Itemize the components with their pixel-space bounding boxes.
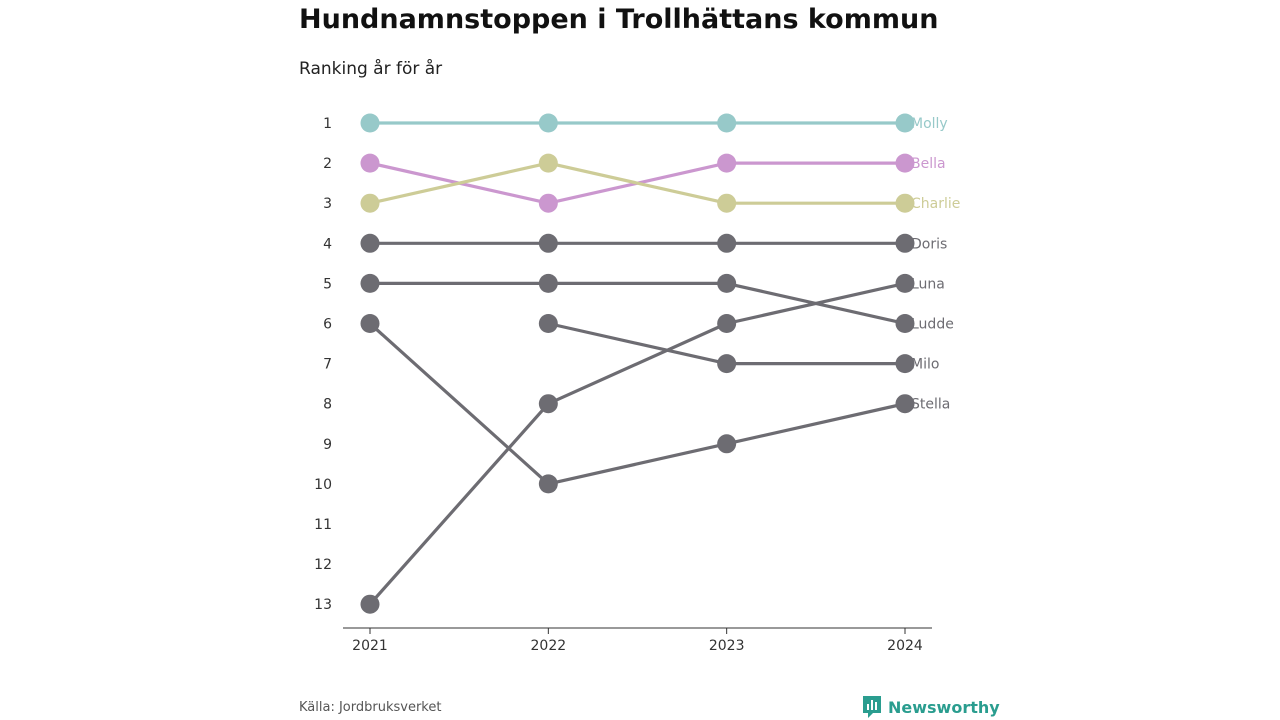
series-point-luna xyxy=(717,314,737,333)
series-milo xyxy=(538,314,915,374)
series-stella xyxy=(360,314,915,494)
series-point-ludde xyxy=(360,273,380,293)
x-axis-ticks: 2021 2022 2023 2024 xyxy=(352,628,923,654)
series-line-ludde xyxy=(368,281,907,326)
series-point-charlie xyxy=(895,193,915,213)
series-point-bella xyxy=(717,153,737,173)
x-tick-label: 2022 xyxy=(531,638,567,654)
chart-subtitle: Ranking år för år xyxy=(299,59,443,79)
series-point-molly xyxy=(717,113,737,133)
y-tick-label: 7 xyxy=(323,357,332,373)
series-point-stella xyxy=(360,314,380,333)
series-point-doris xyxy=(538,233,558,253)
y-tick-label: 13 xyxy=(314,597,332,613)
y-tick-label: 2 xyxy=(323,156,332,172)
y-tick-label: 9 xyxy=(323,437,332,453)
series-point-charlie xyxy=(538,153,558,173)
series-point-charlie xyxy=(717,193,737,213)
series-point-bella xyxy=(360,153,380,173)
y-tick-label: 3 xyxy=(323,196,332,212)
series-point-bella xyxy=(538,193,558,213)
series-point-ludde xyxy=(717,273,737,293)
source-note: Källa: Jordbruksverket xyxy=(299,700,442,715)
series-point-molly xyxy=(538,113,558,133)
y-tick-label: 5 xyxy=(323,276,332,292)
series-molly xyxy=(360,113,915,133)
y-tick-label: 6 xyxy=(323,317,332,333)
series-point-stella xyxy=(538,474,558,494)
series-point-stella xyxy=(895,394,915,414)
x-tick-label: 2024 xyxy=(887,638,923,654)
series-label-milo: Milo xyxy=(911,357,939,373)
series-label-ludde: Ludde xyxy=(911,317,954,333)
series-point-doris xyxy=(717,233,737,253)
series-point-doris xyxy=(360,233,380,253)
newsworthy-logo-icon xyxy=(863,696,881,718)
series-point-doris xyxy=(895,233,915,253)
chart-title: Hundnamnstoppen i Trollhättans kommun xyxy=(299,4,939,35)
series-doris xyxy=(360,233,915,253)
y-tick-label: 1 xyxy=(323,116,332,132)
series-ludde xyxy=(360,273,915,333)
series-label-charlie: Charlie xyxy=(911,196,960,212)
series-point-milo xyxy=(717,354,737,374)
y-tick-label: 10 xyxy=(314,477,332,493)
series-label-doris: Doris xyxy=(911,236,947,252)
y-tick-label: 4 xyxy=(323,236,332,252)
y-tick-label: 8 xyxy=(323,397,332,413)
series-end-labels: Doris Luna Ludde Milo Stella Molly Bella Charli… xyxy=(911,116,960,413)
x-tick-label: 2021 xyxy=(352,638,388,654)
y-tick-label: 11 xyxy=(314,517,332,533)
x-tick-label: 2023 xyxy=(709,638,745,654)
y-tick-label: 12 xyxy=(314,557,332,573)
series-point-molly xyxy=(360,113,380,133)
brand-name: Newsworthy xyxy=(888,697,1000,717)
series-point-stella xyxy=(717,434,737,454)
series-charlie xyxy=(360,153,915,213)
series-line-charlie xyxy=(368,161,907,205)
series-point-molly xyxy=(895,113,915,133)
series-point-luna xyxy=(538,394,558,414)
series-line-luna xyxy=(368,281,907,606)
series-luna xyxy=(360,273,915,614)
series-point-ludde xyxy=(895,314,915,333)
series-label-molly: Molly xyxy=(911,116,948,132)
series-layer xyxy=(360,113,915,614)
series-label-luna: Luna xyxy=(911,276,945,292)
series-point-luna xyxy=(895,273,915,293)
series-label-bella: Bella xyxy=(911,156,946,172)
series-label-stella: Stella xyxy=(911,397,950,413)
series-point-luna xyxy=(360,594,380,614)
newsworthy-brand: Newsworthy xyxy=(862,695,1000,719)
series-point-milo xyxy=(538,314,558,333)
series-point-ludde xyxy=(538,273,558,293)
series-line-stella xyxy=(368,321,907,486)
series-point-bella xyxy=(895,153,915,173)
series-point-milo xyxy=(895,354,915,374)
series-point-charlie xyxy=(360,193,380,213)
